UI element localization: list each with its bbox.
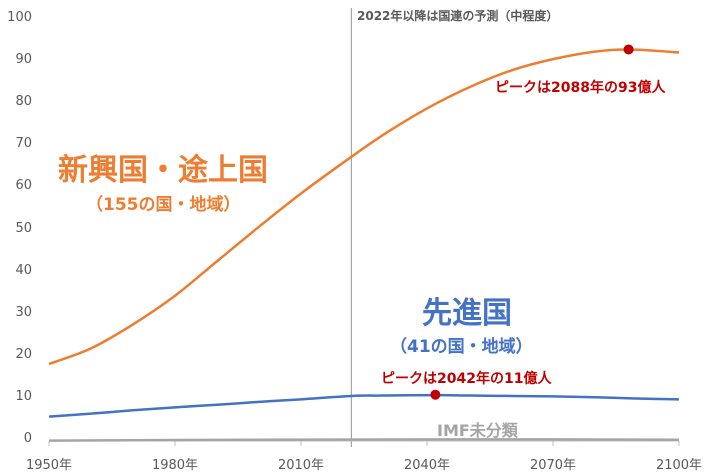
emerging-peak-marker: [623, 44, 634, 55]
developed-peak-label: ピークは2042年の11億人: [381, 371, 552, 387]
emerging-series-title: 新興国・途上国: [58, 153, 268, 188]
y-tick-label: 0: [23, 431, 32, 446]
developed-series-subtitle: （41の国・地域）: [390, 337, 533, 357]
y-tick-label: 70: [15, 136, 32, 152]
developed-series-title: 先進国: [422, 296, 512, 331]
y-tick-label: 60: [15, 178, 32, 194]
unclassified-series-label: IMF未分類: [437, 421, 518, 440]
y-tick-label: 80: [15, 94, 32, 110]
emerging-series-subtitle: （155の国・地域）: [86, 195, 241, 215]
x-tick-label: 2070年: [529, 458, 577, 473]
developed-peak-marker: [430, 389, 441, 400]
y-tick-label: 90: [15, 52, 32, 68]
x-tick-label: 2010年: [277, 458, 325, 473]
y-tick-label: 10: [15, 388, 32, 404]
emerging-peak-label: ピークは2088年の93億人: [495, 80, 666, 96]
emerging-series-line: [48, 48, 680, 366]
y-tick-label: 40: [15, 262, 32, 278]
projection-note: 2022年以降は国連の予測（中程度）: [357, 9, 559, 23]
y-tick-label: 30: [15, 304, 32, 320]
developed-series-line: [48, 393, 680, 418]
x-tick-label: 2040年: [403, 458, 451, 473]
y-tick-label: 100: [7, 10, 32, 25]
x-tick-label: 1950年: [25, 458, 73, 473]
y-tick-label: 20: [15, 346, 32, 362]
y-tick-label: 50: [15, 220, 32, 236]
x-tick-label: 1980年: [151, 458, 199, 473]
x-tick-label: 2100年: [655, 458, 703, 473]
unclassified-series-line: [48, 438, 680, 442]
